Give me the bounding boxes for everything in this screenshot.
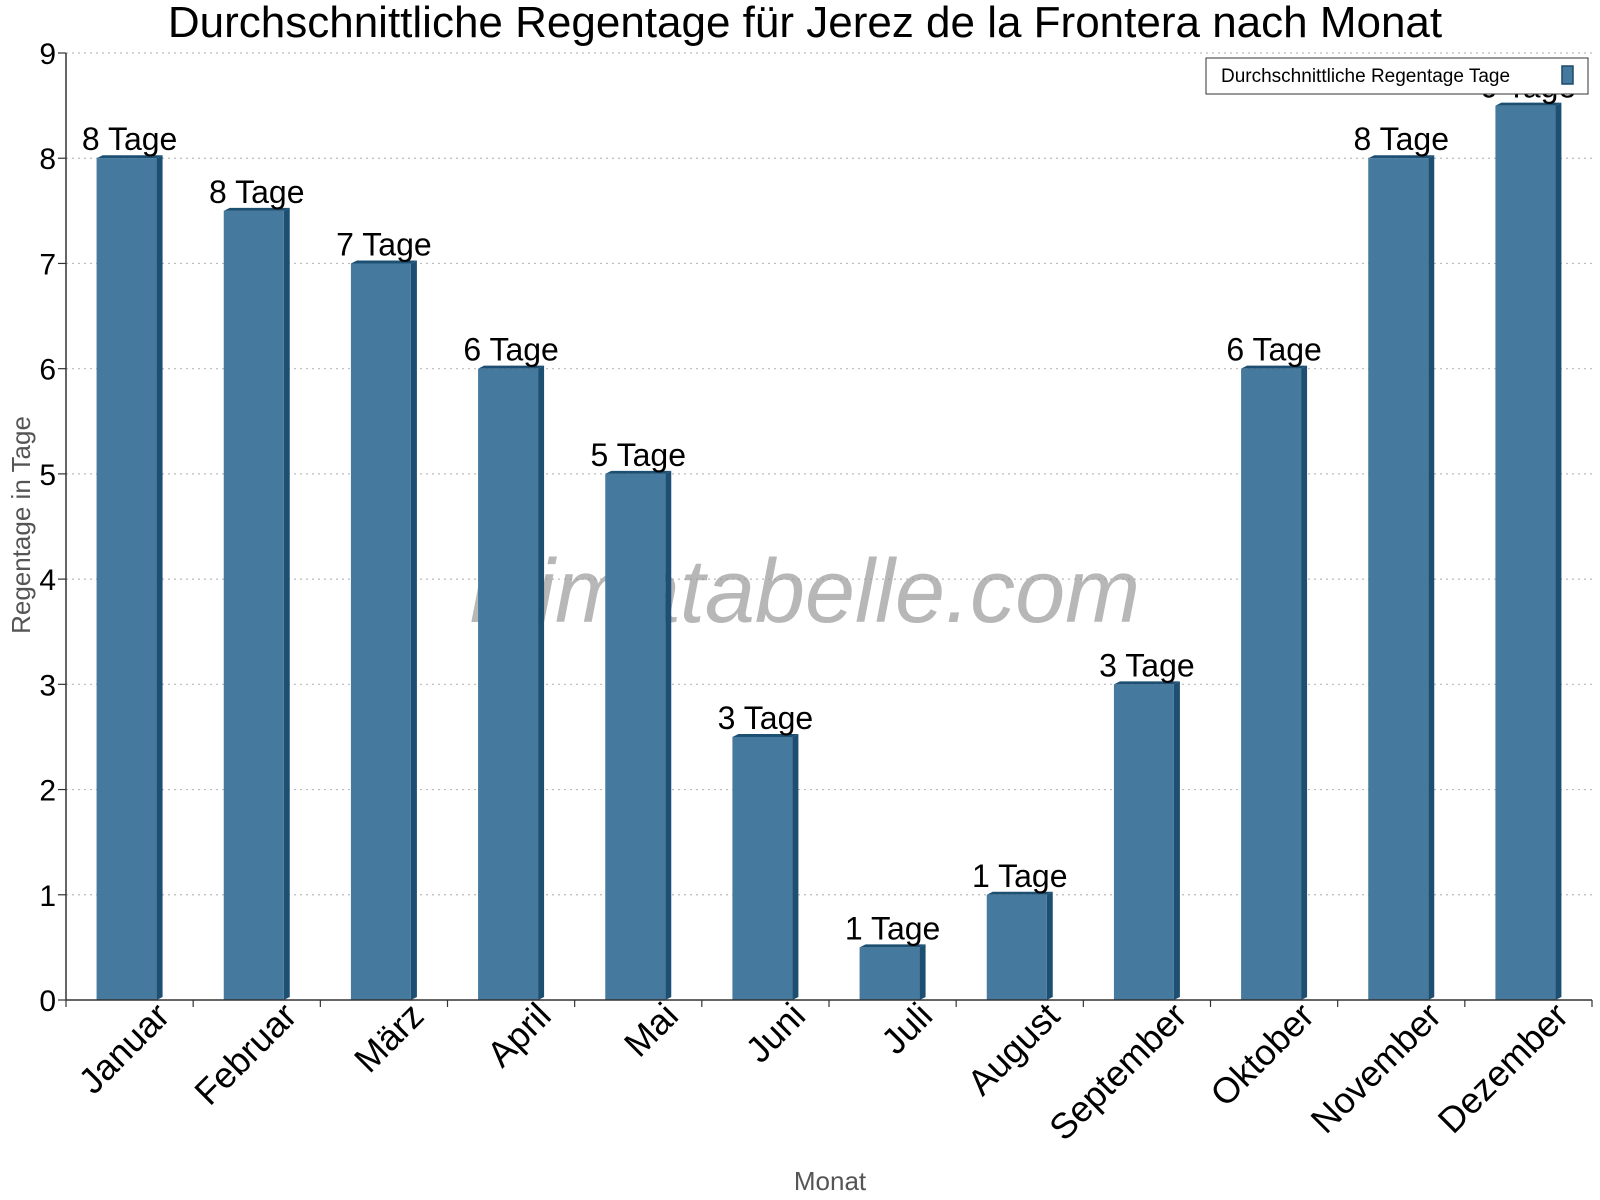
bar [986, 894, 1047, 1000]
axes [58, 52, 1593, 1007]
bar-side [410, 260, 417, 1000]
x-tick-label: Juni [737, 995, 813, 1071]
bar [605, 473, 666, 1000]
bar [350, 263, 411, 1000]
data-label: 3 Tage [718, 700, 814, 736]
data-label: 3 Tage [1099, 647, 1195, 683]
data-label: 5 Tage [591, 437, 687, 473]
bar-side [1046, 891, 1053, 1000]
y-tick-label: 0 [39, 985, 56, 1018]
y-tick-label: 5 [39, 459, 56, 492]
data-label: 8 Tage [1354, 121, 1450, 157]
x-tick-label: August [959, 995, 1067, 1103]
data-label: 7 Tage [336, 226, 432, 262]
y-tick-label: 9 [39, 38, 56, 71]
bar [1368, 158, 1429, 1000]
x-tick-label: Mai [616, 995, 686, 1065]
bar-side [792, 733, 799, 1000]
watermark: klimatabelle.com [470, 542, 1140, 642]
y-tick-label: 7 [39, 248, 56, 281]
bar [732, 736, 793, 1000]
data-label: 1 Tage [845, 910, 941, 946]
bar-top [605, 470, 672, 474]
y-axis-label: Regentage in Tage [6, 416, 36, 634]
bar-side [283, 207, 290, 1001]
y-tick-label: 1 [39, 880, 56, 913]
x-tick-label: März [346, 995, 432, 1081]
bar [478, 368, 539, 1001]
x-tick-label: April [479, 995, 559, 1075]
x-tick-label: September [1041, 995, 1195, 1149]
y-tick-label: 6 [39, 354, 56, 387]
x-tick-labels: Januar Februar März April Mai Juni Juli AugustS… [70, 995, 1576, 1149]
data-label: 6 Tage [1226, 332, 1322, 368]
bar-side [1301, 365, 1308, 1001]
bar-top [1113, 681, 1180, 685]
legend-label: Durchschnittliche Regentage Tage [1221, 66, 1510, 87]
bar-side [919, 944, 926, 1000]
bar-top [96, 155, 163, 159]
y-tick-label: 4 [39, 564, 56, 597]
bar-top [1241, 365, 1308, 369]
bar-top [1368, 155, 1435, 159]
legend-box [1205, 57, 1589, 95]
legend: Durchschnittliche Regentage Tage [1205, 57, 1589, 95]
data-label: 8 Tage [209, 174, 305, 210]
x-axis-label: Monat [794, 1166, 867, 1196]
y-tick-label: 3 [39, 669, 56, 702]
x-tick-label: Juli [873, 995, 940, 1062]
x-tick-label: Januar [70, 995, 177, 1102]
bar-top [223, 207, 290, 211]
bar-side [665, 470, 672, 1000]
bar-side [1173, 681, 1180, 1000]
bar-top [732, 733, 799, 737]
bar [96, 158, 157, 1000]
bar-side [156, 155, 163, 1000]
bar-top [478, 365, 545, 369]
legend-swatch [1561, 65, 1574, 85]
x-tick-label: November [1302, 995, 1448, 1141]
bar [1113, 684, 1174, 1000]
bar [223, 210, 284, 1001]
bar [1495, 105, 1556, 1001]
grid-lines [66, 52, 1592, 896]
y-tick-label: 2 [39, 775, 56, 808]
bar-side [1555, 102, 1562, 1001]
bar-top [986, 891, 1053, 895]
data-label: 8 Tage [82, 121, 178, 157]
x-tick-label: Dezember [1430, 995, 1576, 1141]
x-tick-label: Oktober [1202, 995, 1322, 1115]
bar-side [538, 365, 545, 1001]
bar-top [350, 260, 417, 264]
bar [859, 947, 920, 1000]
bar-top [859, 944, 926, 948]
y-tick-label: 8 [39, 143, 56, 176]
chart-title: Durchschnittliche Regentage für Jerez de… [168, 0, 1442, 47]
data-label: 1 Tage [972, 858, 1068, 894]
bar [1241, 368, 1302, 1001]
x-tick-label: Februar [186, 995, 304, 1113]
y-tick-labels: 0 1 2 3 4 5 6 7 8 9 [39, 38, 56, 1018]
bar-top [1495, 102, 1562, 106]
bars: 8 Tage 8 Tage 7 Tage 6 Tage 5 Tage 3 Tage 1 Ta… [82, 69, 1576, 1001]
data-label: 6 Tage [463, 332, 559, 368]
bar-side [1428, 155, 1435, 1000]
